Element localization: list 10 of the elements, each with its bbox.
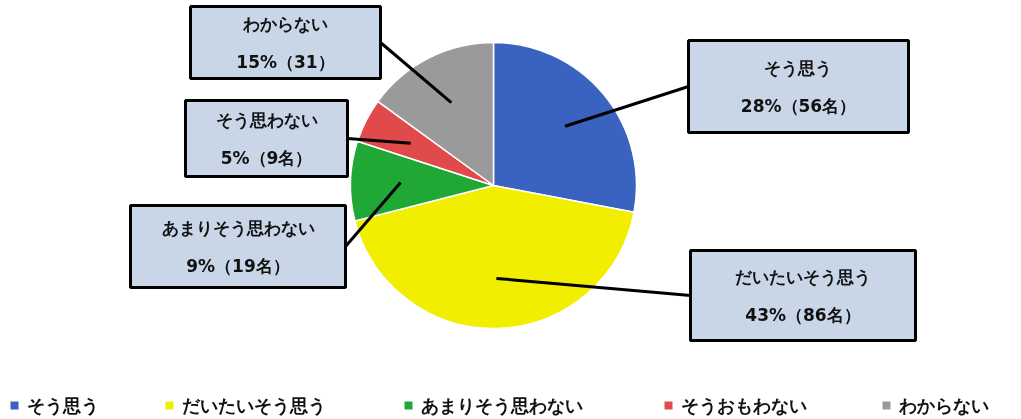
legend-label: そう思う (26, 395, 99, 416)
legend-label: あまりそう思わない (420, 395, 583, 416)
legend-label: わからない (897, 395, 989, 416)
legend-label: だいたいそう思う (181, 395, 326, 416)
legend-label: そうおもわない (680, 395, 807, 416)
data-label: だいたいそう思う 43%（86名） (735, 266, 871, 325)
data-label: あまりそう思わない 9%（19名） (161, 217, 315, 276)
data-label: そう思わない 5%（9名） (215, 109, 318, 168)
data-label: わからない 15%（31） (236, 13, 335, 72)
data-label: そう思う 28%（56名） (740, 57, 857, 116)
